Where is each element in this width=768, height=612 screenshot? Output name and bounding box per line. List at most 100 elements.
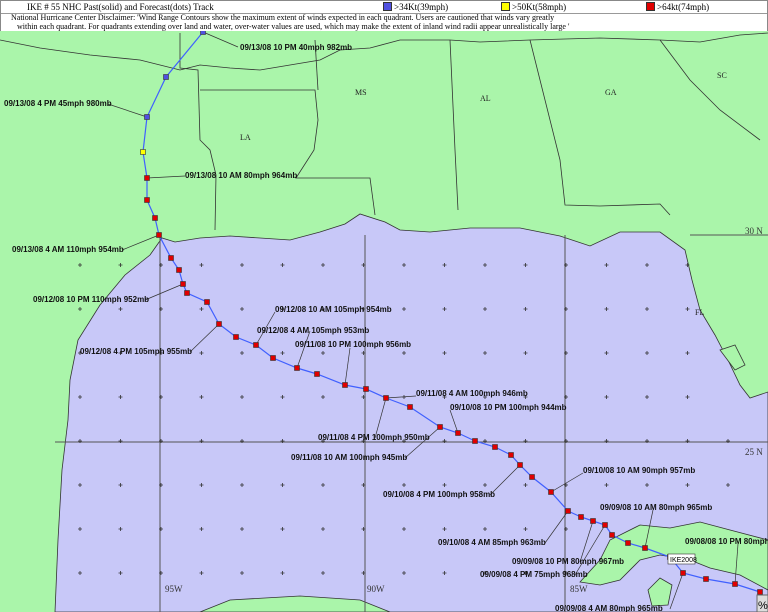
track-point[interactable]: [200, 31, 206, 35]
state-label-ms: MS: [355, 88, 367, 97]
track-point[interactable]: [314, 371, 320, 377]
track-point[interactable]: [578, 514, 584, 520]
track-point[interactable]: [472, 438, 478, 444]
track-point[interactable]: [184, 290, 190, 296]
track-points: [140, 31, 763, 595]
legend-swatch-yellow: [501, 2, 510, 11]
leader-line: [255, 311, 276, 346]
track-point[interactable]: [233, 334, 239, 340]
state-label-sc: SC: [717, 71, 727, 80]
track-point[interactable]: [642, 545, 648, 551]
legend-label: >34Kt(39mph): [394, 2, 449, 12]
track-point[interactable]: [680, 570, 686, 576]
lon-label-95w: 95W: [165, 584, 183, 594]
storm-tag[interactable]: IKE2008: [667, 553, 697, 565]
track-map[interactable]: 95W 90W 85W 30 N 25 N LA MS AL GA SC FL …: [0, 31, 768, 612]
track-label: 09/09/08 4 AM 80mph 965mb: [555, 604, 663, 612]
track-point[interactable]: [529, 474, 535, 480]
lat-label-25n: 25 N: [745, 447, 763, 457]
track-point[interactable]: [625, 540, 631, 546]
track-point[interactable]: [144, 175, 150, 181]
leader-line: [374, 397, 387, 439]
track-label: 09/12/08 10 AM 105mph 954mb: [275, 305, 392, 314]
state-label-al: AL: [480, 94, 491, 103]
track-label: 09/10/08 4 PM 100mph 958mb: [383, 490, 495, 499]
track-point[interactable]: [204, 299, 210, 305]
track-label: 09/11/08 4 AM 100mph 946mb: [416, 389, 528, 398]
track-point[interactable]: [508, 452, 514, 458]
track-point[interactable]: [156, 232, 162, 238]
leader-line: [296, 330, 311, 369]
legend-label: >50Kt(58mph): [512, 2, 567, 12]
track-point[interactable]: [383, 395, 389, 401]
leader-line: [489, 464, 521, 496]
track-point[interactable]: [565, 508, 571, 514]
track-label: 09/10/08 10 PM 100mph 944mb: [450, 403, 567, 412]
track-point[interactable]: [517, 462, 523, 468]
track-point[interactable]: [180, 281, 186, 287]
leader-line: [644, 509, 654, 549]
track-point[interactable]: [437, 424, 443, 430]
storm-tag-text: IKE2008: [670, 557, 697, 564]
track-point[interactable]: [144, 114, 150, 120]
legend-34kt: >34Kt(39mph): [383, 2, 448, 12]
lon-label-90w: 90W: [367, 584, 385, 594]
yucatan-land: [199, 595, 391, 612]
track-point[interactable]: [455, 430, 461, 436]
corner-button[interactable]: %: [756, 594, 768, 612]
track-point[interactable]: [757, 589, 763, 595]
track-labels: 09/13/08 10 PM 40mph 982mb 09/13/08 4 PM …: [4, 43, 768, 612]
track-point[interactable]: [342, 382, 348, 388]
state-borders: [0, 32, 768, 231]
track-point[interactable]: [548, 489, 554, 495]
leader-line: [404, 426, 441, 459]
track-point[interactable]: [253, 342, 259, 348]
track-point[interactable]: [176, 267, 182, 273]
leader-line: [344, 347, 351, 386]
track-label: 09/09/08 10 AM 80mph 965mb: [600, 503, 712, 512]
track-point[interactable]: [492, 444, 498, 450]
label-leader-lines: [107, 31, 739, 610]
track-point[interactable]: [270, 355, 276, 361]
state-label-ga: GA: [605, 88, 617, 97]
corner-button-text: %: [758, 600, 768, 612]
track-point[interactable]: [163, 74, 169, 80]
track-point[interactable]: [407, 404, 413, 410]
leader-line: [189, 323, 220, 353]
track-point[interactable]: [602, 522, 608, 528]
track-point[interactable]: [363, 386, 369, 392]
state-label-la: LA: [240, 133, 251, 142]
gulf-of-mexico: [54, 213, 768, 612]
legend-64kt: >64kt(74mph): [646, 2, 709, 12]
legend-50kt: >50Kt(58mph): [501, 2, 566, 12]
track-label: 09/11/08 4 PM 100mph 950mb: [318, 433, 430, 442]
track-point[interactable]: [144, 197, 150, 203]
track-label: 09/12/08 10 PM 110mph 952mb: [33, 295, 149, 304]
track-label: 09/13/08 4 AM 110mph 954mb: [12, 245, 124, 254]
track-point[interactable]: [732, 581, 738, 587]
track-point[interactable]: [703, 576, 709, 582]
track-label: 09/13/08 10 PM 40mph 982mb: [240, 43, 352, 52]
leader-line: [734, 543, 739, 585]
track-point[interactable]: [609, 532, 615, 538]
leader-line: [574, 524, 606, 576]
track-point[interactable]: [294, 365, 300, 371]
state-label-fl: FL: [695, 308, 704, 317]
florida-keys-land: [719, 344, 746, 371]
track-point[interactable]: [152, 215, 158, 221]
track-point[interactable]: [216, 321, 222, 327]
track-label: 09/13/08 10 AM 80mph 964mb: [185, 171, 297, 180]
track-label: 09/11/08 10 PM 100mph 956mb: [295, 340, 411, 349]
leader-line: [544, 510, 569, 544]
track-point[interactable]: [168, 255, 174, 261]
track-point[interactable]: [590, 518, 596, 524]
track-label: 09/09/08 4 PM 75mph 968mb: [480, 570, 588, 579]
track-label: 09/13/08 4 PM 45mph 980mb: [4, 99, 112, 108]
leader-line: [385, 395, 417, 399]
track-point[interactable]: [140, 149, 146, 155]
track-label: 09/12/08 4 PM 105mph 955mb: [80, 347, 192, 356]
map-title: IKE # 55 NHC Past(solid) and Forecast(do…: [27, 2, 214, 12]
track-label: 09/10/08 4 AM 85mph 963mb: [438, 538, 546, 547]
track-label: 09/09/08 10 PM 80mph 967mb: [512, 557, 624, 566]
disclaimer-line-1: National Hurricane Center Disclaimer: 'W…: [11, 13, 555, 22]
